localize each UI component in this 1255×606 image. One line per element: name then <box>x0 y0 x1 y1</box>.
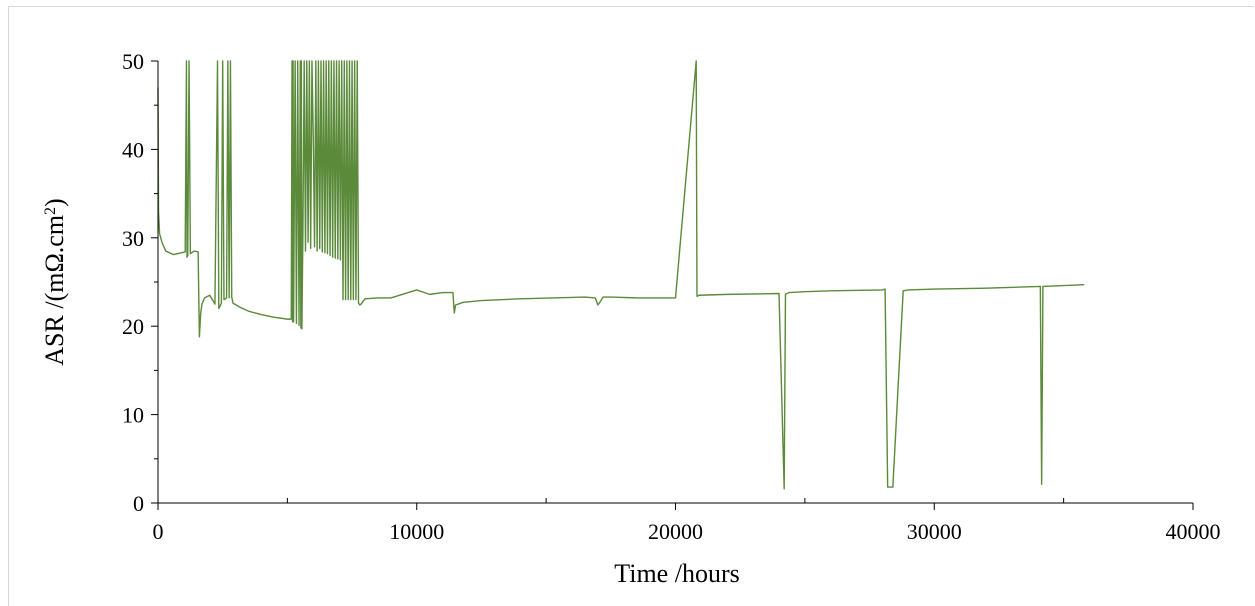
x-tick-label: 40000 <box>1166 519 1221 544</box>
y-axis-title-sup: 2 <box>42 207 59 215</box>
x-tick-label: 20000 <box>648 519 703 544</box>
y-axis-title: ASR /(mΩ.cm2) <box>40 198 69 365</box>
series-line-0 <box>157 60 1085 490</box>
x-axis-title: Time /hours <box>614 559 739 588</box>
y-tick-label: 0 <box>133 491 144 516</box>
y-tick-label: 10 <box>122 403 144 428</box>
chart-frame <box>8 6 1254 606</box>
ticks <box>151 60 1194 510</box>
tick-labels: 0 10 20 30 40 50 0 10000 20000 30000 40000 <box>122 49 1221 544</box>
y-tick-label: 20 <box>122 314 144 339</box>
y-tick-label: 30 <box>122 226 144 251</box>
x-tick-label: 30000 <box>907 519 962 544</box>
y-axis-title-main: ASR /(mΩ.cm <box>40 215 69 366</box>
x-tick-label: 10000 <box>389 519 444 544</box>
x-tick-label: 0 <box>153 519 164 544</box>
plot-area <box>157 60 1085 490</box>
y-axis-title-close: ) <box>40 198 69 207</box>
y-tick-label: 40 <box>122 137 144 162</box>
y-tick-label: 50 <box>122 49 144 74</box>
